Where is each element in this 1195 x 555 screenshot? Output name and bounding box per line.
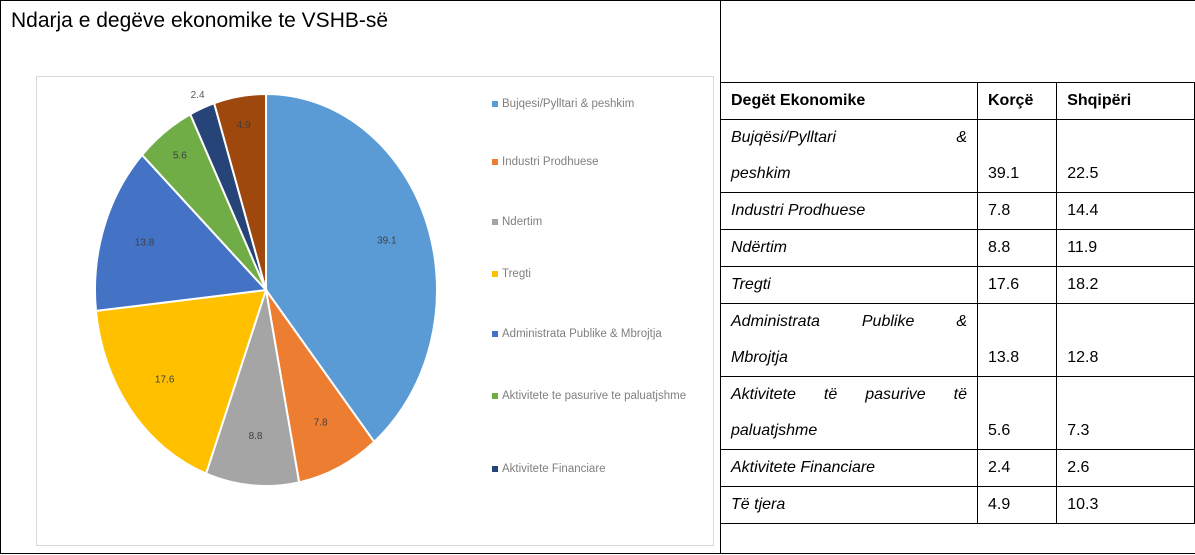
legend-label: Aktivitete te pasurive te paluatjshme [502,390,687,402]
legend-entry: Tregti [492,267,687,281]
row-label: Industri Prodhuese [720,192,978,230]
legend-label: Bujqesi/Pylltari & peshkim [502,98,635,110]
slice-label: 4.9 [237,120,251,131]
legend-label: Aktivitete Financiare [502,463,606,475]
header-cell: Korçë [976,82,1058,120]
legend-label: Tregti [502,268,531,280]
label-line: peshkim [731,165,791,182]
value-cell: 2.6 [1056,449,1195,487]
row-label: Aktivitete të pasurive të paluatjshme [720,376,978,450]
label-line: Tregti [731,276,771,293]
pie-slice [212,92,267,291]
label-line: Industri Prodhuese [731,202,866,219]
label-line: Ndërtim [731,239,788,256]
value-cell: 18.2 [1056,266,1195,304]
value-cell: 14.4 [1056,192,1195,230]
data-table: Degët Ekonomike Korçë Shqipëri Bujqësi/Pyll… [720,82,1195,524]
value-cell: 7.8 [976,192,1058,230]
legend-label: Administrata Publike & Mbrojtja [502,328,662,340]
value-cell: 12.8 [1056,303,1195,377]
row-label: Tregti [720,266,978,304]
value-cell: 5.6 [976,376,1058,450]
right-cell [720,0,1195,554]
label-line: Aktivitete Financiare [731,459,876,476]
label-line: Bujqësi/Pylltari & [731,129,967,146]
value-cell: 10.3 [1056,486,1195,524]
value-cell: 17.6 [976,266,1058,304]
table-row: Aktivitete Financiare 2.4 2.6 [720,449,1195,487]
legend-entry: Aktivitete te pasurive te paluatjshme [492,389,687,403]
chart-frame: 39.1 7.8 8.8 17.6 13.8 5.6 2.4 4.9 Bujqesi/Pyll… [36,76,714,546]
legend-swatch [492,393,498,399]
legend-entry: Bujqesi/Pylltari & peshkim [492,97,687,111]
value-cell: 11.9 [1056,229,1195,267]
pie-chart: 39.1 7.8 8.8 17.6 13.8 5.6 2.4 4.9 [94,90,438,487]
legend-entry: Aktivitete Financiare [492,462,687,476]
title: Ndarja e degëve ekonomike te VSHB-së [11,9,389,32]
label-line: Të tjera [731,496,786,513]
pie-slice [94,153,269,313]
header-row: Degët Ekonomike Korçë Shqipëri [720,82,1195,120]
value-cell: 8.8 [976,229,1058,267]
value-cell: 22.5 [1056,119,1195,193]
pie-slice [94,288,268,475]
pie-slice [204,289,301,487]
row-label: Bujqësi/Pylltari & peshkim [720,119,978,193]
value-cell: 39.1 [976,119,1058,193]
slice-label: 17.6 [155,375,175,386]
slice-label: 8.8 [249,431,263,442]
value-cell: 13.8 [976,303,1058,377]
table-row: Të tjera 4.9 10.3 [720,486,1195,524]
table-row: Industri Prodhuese 7.8 14.4 [720,192,1195,230]
value-cell: 7.3 [1056,376,1195,450]
legend-label: Ndertim [502,216,543,228]
slice-label: 7.8 [314,418,328,429]
header-cell: Shqipëri [1056,82,1195,120]
slice-label: 2.4 [191,90,205,101]
header-cell: Degët Ekonomike [720,82,978,120]
legend-swatch [492,219,498,225]
legend-swatch [492,466,498,472]
left-cell: Ndarja e degëve ekonomike te VSHB-së 39.… [0,0,721,554]
row-label: Të tjera [720,486,978,524]
legend-label: Industri Prodhuese [502,156,599,168]
legend-entry: Administrata Publike & Mbrojtja [492,327,687,341]
table-row: Ndërtim 8.8 11.9 [720,229,1195,267]
legend-entry: Ndertim [492,215,687,229]
table-row: Administrata Publike & Mbrojtja 13.8 12.8 [720,303,1195,377]
label-line: Mbrojtja [731,349,788,366]
value-cell: 2.4 [976,449,1058,487]
legend-swatch [492,271,498,277]
row-label: Administrata Publike & Mbrojtja [720,303,978,377]
table-row: Bujqësi/Pylltari & peshkim 39.1 22.5 [720,119,1195,193]
legend-entry: Industri Prodhuese [492,155,687,169]
label-line: Aktivitete të pasurive të [731,386,967,403]
row-label: Ndërtim [720,229,978,267]
legend-swatch [492,159,498,165]
label-line: paluatjshme [731,422,818,439]
value-cell: 4.9 [976,486,1058,524]
row-label: Aktivitete Financiare [720,449,978,487]
table-row: Aktivitete të pasurive të paluatjshme 5.6 7… [720,376,1195,450]
slice-label: 5.6 [173,150,187,161]
pie-slice [265,289,376,484]
pie-slice [265,92,438,444]
table-row: Tregti 17.6 18.2 [720,266,1195,304]
slice-label: 39.1 [377,235,397,246]
legend-swatch [492,331,498,337]
slice-label: 13.8 [135,237,155,248]
label-line: Administrata Publike & [731,313,967,330]
legend-swatch [492,101,498,107]
